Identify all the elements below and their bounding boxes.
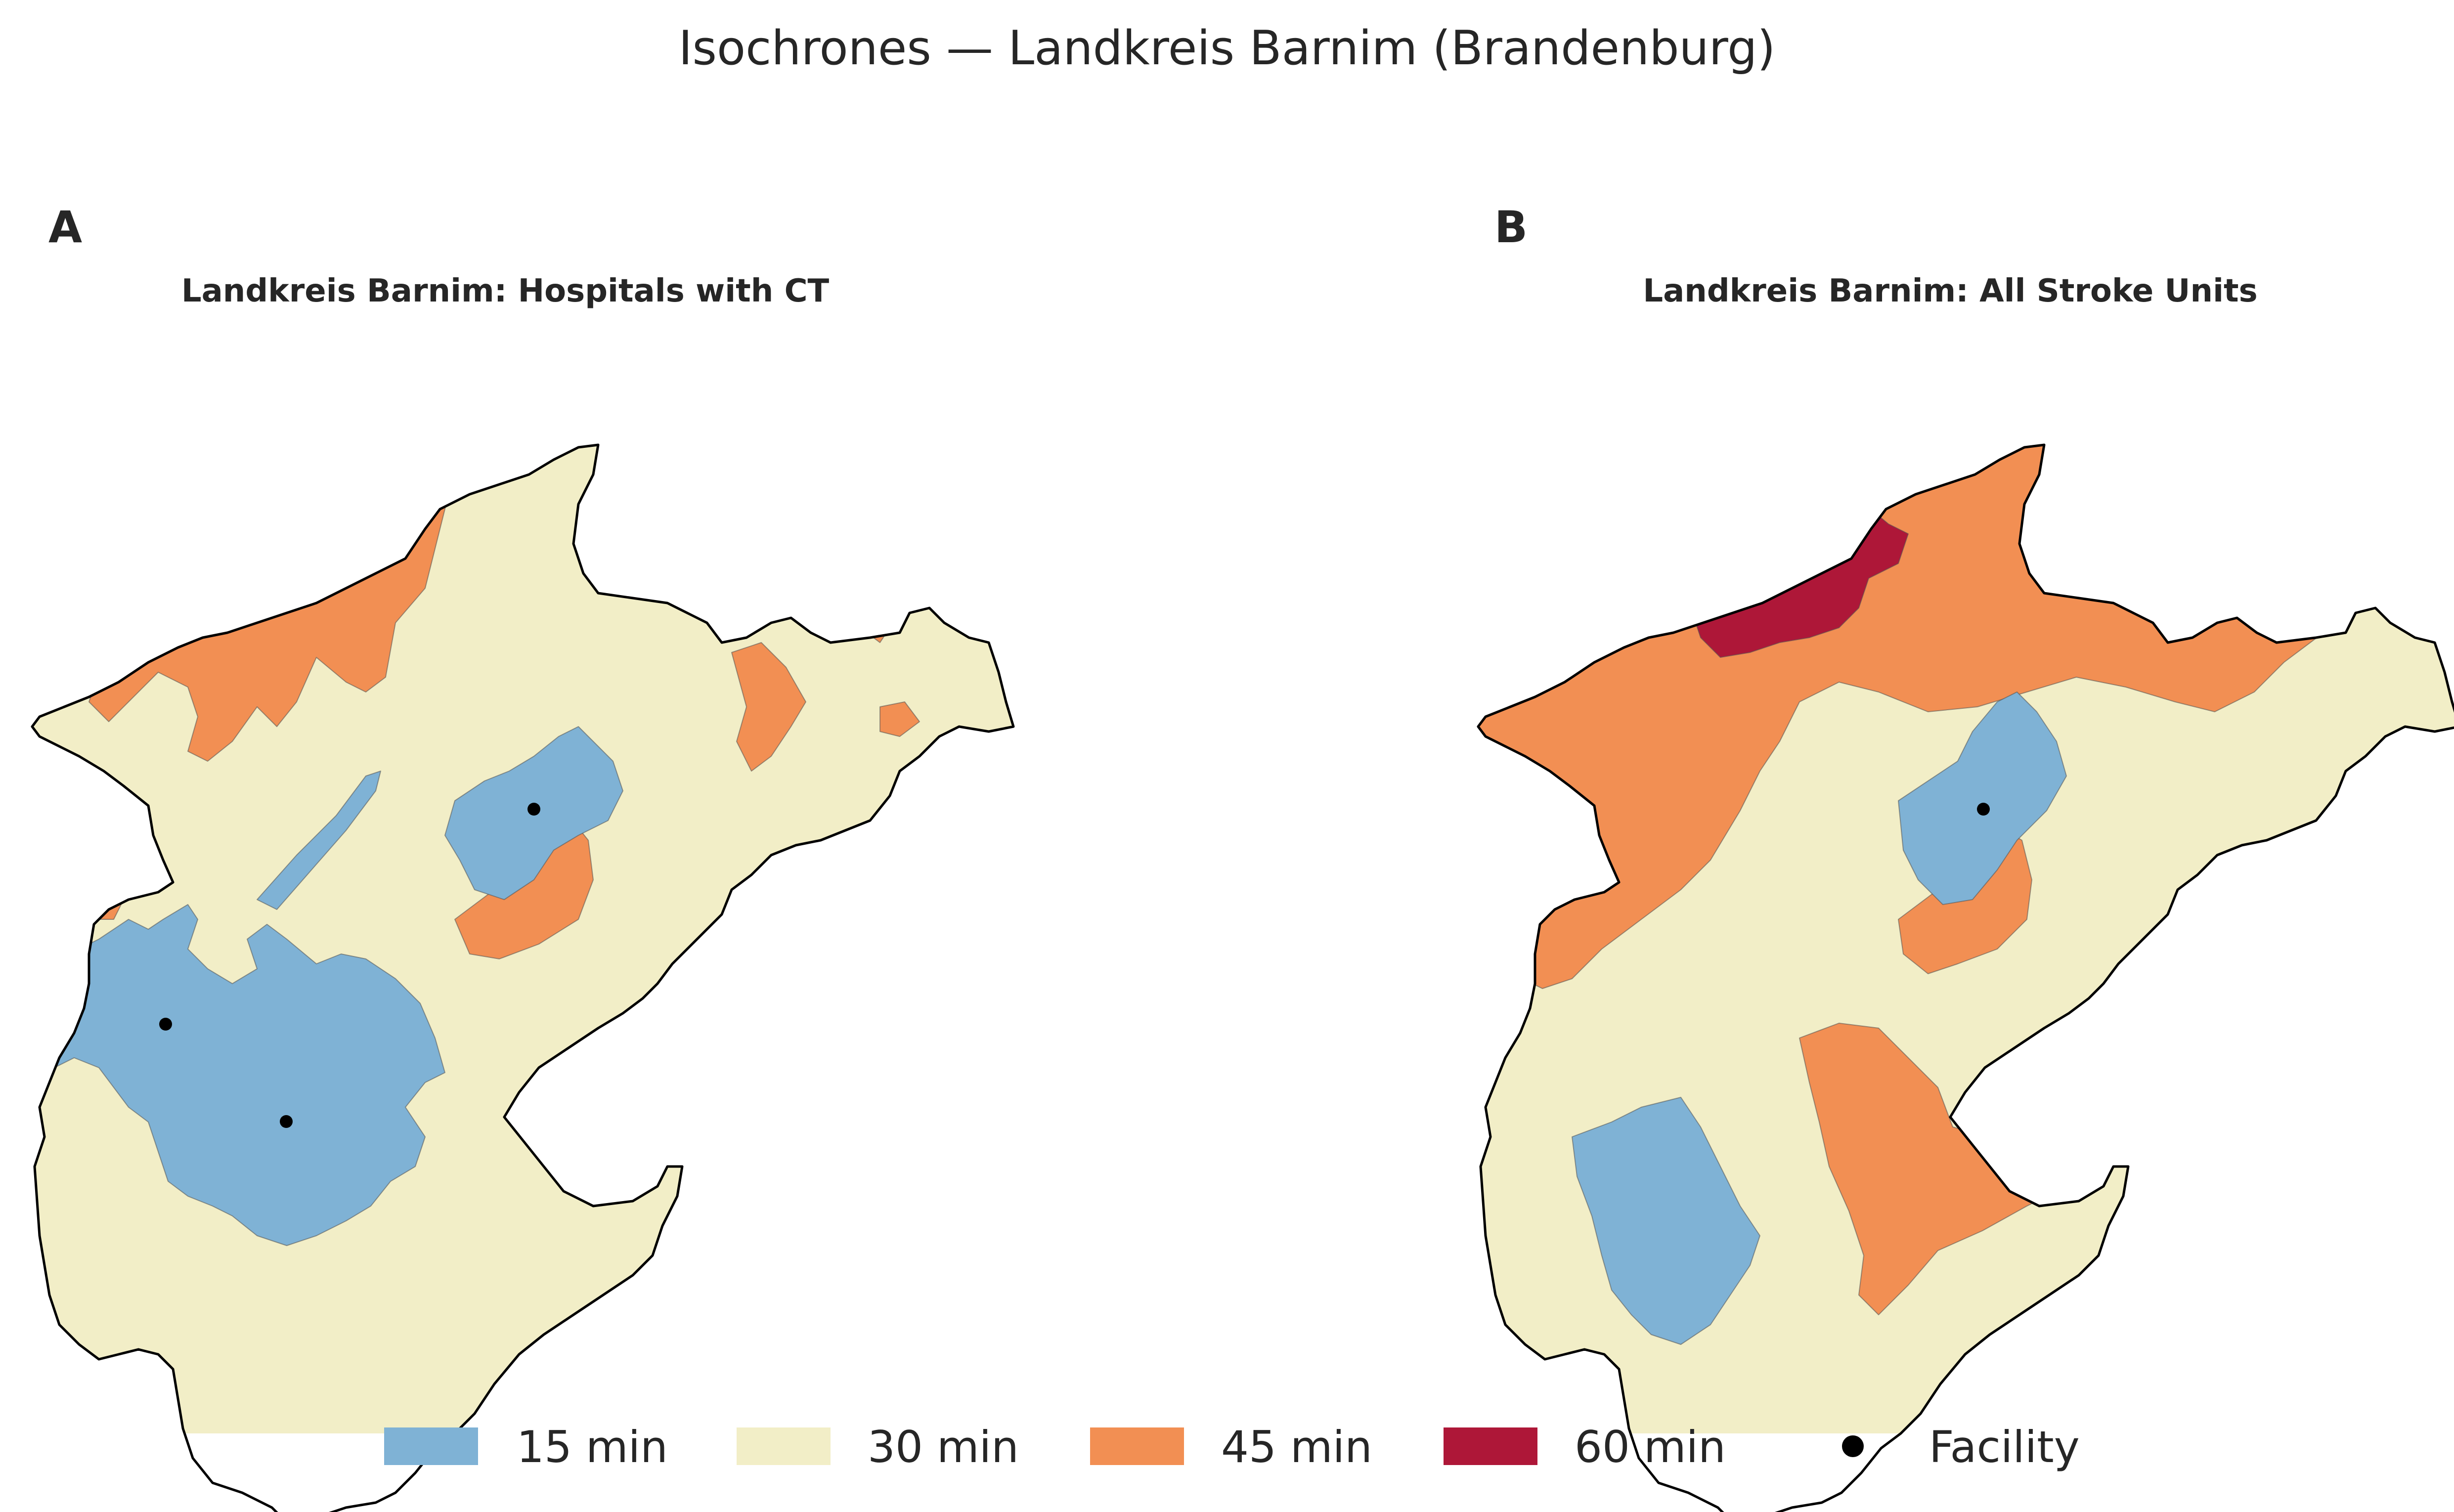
panel-a-facility-marker <box>527 803 540 816</box>
panel-b-zone-60min-northeast <box>2333 523 2378 574</box>
panel-a-facility-marker <box>280 1115 293 1128</box>
panel-a-letter: A <box>48 202 82 253</box>
legend-swatch-30min <box>737 1427 831 1465</box>
panel-a-zone-45min-north <box>435 341 564 435</box>
legend-label-45min: 45 min <box>1221 1422 1372 1472</box>
legend-swatch-60min <box>1444 1427 1537 1465</box>
panel-a-isochrones <box>32 341 1013 1433</box>
panel-a-zone-15min-southwest <box>32 904 445 1246</box>
legend-label-30min: 30 min <box>868 1422 1019 1472</box>
legend-label-60min: 60 min <box>1575 1422 1726 1472</box>
panel-b-facility-marker <box>1977 803 1990 816</box>
legend-label-15min: 15 min <box>517 1422 668 1472</box>
panel-b-subtitle: Landkreis Barnim: All Stroke Units <box>1643 273 2257 309</box>
panel-a-zone-60min <box>894 543 930 584</box>
figure-title: Isochrones — Landkreis Barnim (Brandenbu… <box>679 21 1776 76</box>
panel-b-zone-15min-center <box>1898 691 2067 905</box>
panel-a-zone-15min-canal <box>257 771 381 910</box>
panel-a-zone-15min-northeast <box>701 533 747 594</box>
panel-a-zone-15min-north-stream <box>622 489 702 529</box>
legend-label-facility: Facility <box>1929 1422 2080 1472</box>
legend: 15 min 30 min 45 min 60 min Facility <box>384 1422 2080 1472</box>
panel-b-isochrones <box>1478 395 2454 1433</box>
panel-b-gap-northwest <box>1581 509 1647 579</box>
panel-a-subtitle: Landkreis Barnim: Hospitals with CT <box>181 273 830 309</box>
legend-facility-marker <box>1842 1435 1864 1457</box>
legend-swatch-15min <box>384 1427 478 1465</box>
panel-a-zone-15min-north-channel <box>539 341 569 415</box>
panel-b-zones-15min <box>1572 691 2067 1345</box>
panel-b-zone-15min-southwest <box>1572 1097 1760 1345</box>
panel-a-zone-45min-east <box>731 642 806 772</box>
panel-b-zone-45min-southeast <box>1799 1023 2077 1315</box>
panel-b-zone-60min-northwest <box>1478 518 1642 668</box>
legend-swatch-45min <box>1090 1427 1184 1465</box>
panel-a-zone-45min-far-east <box>840 533 900 643</box>
panel-a-zone-45min-east-strip <box>879 701 920 737</box>
panel-b-gap-northeast <box>2283 499 2334 544</box>
panel-b-zone-60min-north-tip <box>1799 395 1829 430</box>
panel-a-zone-45min-southwest <box>74 879 124 920</box>
panel-a: A Landkreis Barnim: Hospitals with CT <box>0 202 1088 1512</box>
panel-a-facility-marker <box>159 1018 172 1031</box>
panel-b: B Landkreis Barnim: All Stroke Units <box>1434 202 2454 1512</box>
panel-b-letter: B <box>1494 202 1528 253</box>
